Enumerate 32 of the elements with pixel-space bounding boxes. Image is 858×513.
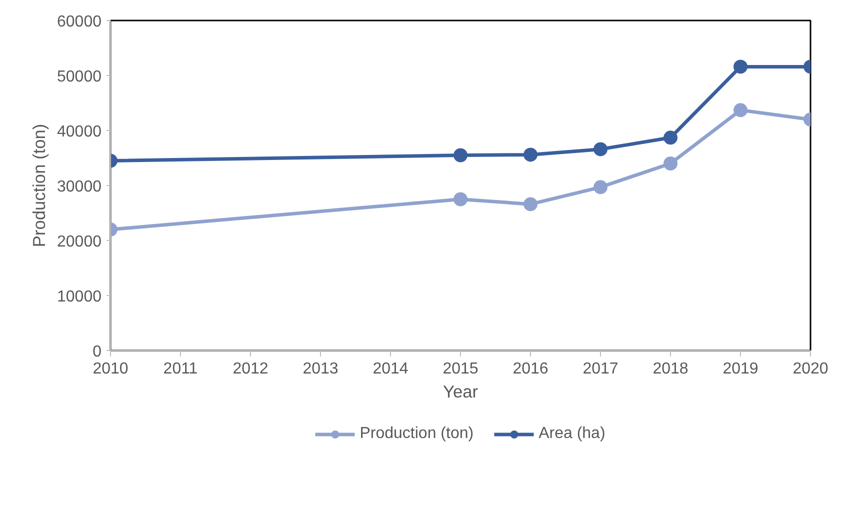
- point: [664, 156, 678, 170]
- point: [594, 180, 608, 194]
- y-tick-label: 60000: [57, 14, 102, 30]
- point: [664, 130, 678, 145]
- x-tick-label: 2014: [372, 360, 408, 378]
- point: [524, 197, 538, 212]
- point: [454, 148, 468, 162]
- point: [594, 142, 608, 156]
- legend-label: Area (ha): [538, 425, 606, 443]
- x-axis-title: Year: [442, 382, 478, 402]
- y-tick-label: 20000: [57, 234, 102, 250]
- y-tick-label: 40000: [57, 124, 102, 140]
- y-axis-title: Production (ton): [29, 124, 50, 248]
- point: [734, 60, 748, 74]
- y-tick-label: 0: [92, 344, 102, 360]
- y-tick-label: 30000: [57, 178, 102, 196]
- x-tick-label: 2020: [792, 360, 828, 378]
- point: [524, 148, 538, 162]
- x-tick-label: 2012: [232, 360, 268, 378]
- point: [454, 192, 468, 206]
- y-tick-label: 10000: [57, 288, 102, 306]
- x-tick-label: 2019: [722, 360, 758, 378]
- point: [734, 103, 748, 118]
- x-tick-label: 2016: [512, 360, 548, 378]
- x-tick-label: 2011: [163, 360, 198, 378]
- x-tick-label: 2017: [582, 360, 618, 378]
- x-tick-label: 2013: [302, 360, 338, 378]
- y-tick-label: 50000: [57, 68, 102, 86]
- legend-label: Production (ton): [360, 425, 474, 443]
- x-tick-label: 2010: [92, 360, 128, 378]
- x-tick-label: 2015: [442, 360, 478, 378]
- x-tick-label: 2018: [652, 360, 688, 378]
